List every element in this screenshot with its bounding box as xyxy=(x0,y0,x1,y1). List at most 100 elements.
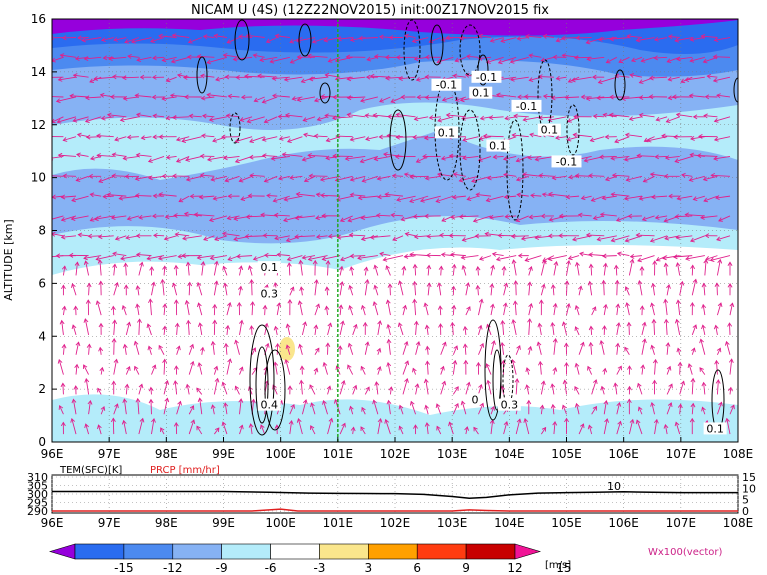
wind-vector-head xyxy=(196,302,202,308)
wind-vector-head xyxy=(148,298,153,304)
wind-vector-head xyxy=(335,196,341,202)
wind-vector-head xyxy=(625,177,631,182)
colorbar-tick-label: 3 xyxy=(365,561,373,575)
wind-vector-head xyxy=(661,133,666,139)
wind-vector xyxy=(264,305,266,316)
wind-vector xyxy=(274,235,290,240)
wind-vector-head xyxy=(691,347,696,353)
wind-vector-head xyxy=(436,425,441,431)
wind-vector-head xyxy=(196,281,202,287)
wind-vector-head xyxy=(561,321,567,327)
wind-vector-head xyxy=(597,79,603,85)
wind-vector-head xyxy=(171,114,177,120)
wind-vector-head xyxy=(285,344,291,350)
bottom-right-tick-label: 10 xyxy=(742,482,756,495)
wind-vector-head xyxy=(384,418,389,424)
wind-vector xyxy=(103,195,114,198)
wind-vector xyxy=(539,174,554,177)
wind-vector xyxy=(553,261,557,276)
wind-vector xyxy=(621,96,643,100)
wind-vector-head xyxy=(509,76,515,82)
wind-vector xyxy=(248,265,253,276)
wind-vector-head xyxy=(654,154,659,160)
wind-vector-head xyxy=(373,264,379,270)
wind-vector-head xyxy=(676,347,682,353)
wind-vector xyxy=(398,76,416,80)
wind-vector-head xyxy=(550,284,556,289)
wind-vector-head xyxy=(123,284,129,289)
wind-vector xyxy=(245,235,265,238)
wind-vector xyxy=(283,215,303,222)
wind-vector-head xyxy=(550,383,556,388)
wind-vector xyxy=(703,195,718,202)
wind-vector-head xyxy=(89,78,94,83)
wind-vector-head xyxy=(592,74,597,80)
wind-vector-head xyxy=(666,58,672,64)
wind-vector-head xyxy=(689,58,695,63)
wind-vector xyxy=(414,281,417,296)
wind-vector xyxy=(307,55,328,58)
wind-vector xyxy=(199,323,203,336)
wind-vector-head xyxy=(162,265,167,271)
wind-vector xyxy=(62,266,66,276)
wind-vector-head xyxy=(328,417,334,423)
wind-vector-head xyxy=(712,54,718,60)
wind-vector-head xyxy=(232,56,238,62)
wind-vector xyxy=(426,346,429,355)
wind-vector xyxy=(416,156,429,163)
wind-vector-head xyxy=(126,365,131,371)
wind-vector xyxy=(98,235,114,238)
wind-vector xyxy=(301,399,307,415)
wind-vector-head xyxy=(440,155,446,161)
wind-vector xyxy=(385,193,404,197)
wind-vector-head xyxy=(384,54,390,60)
wind-vector xyxy=(134,341,140,355)
wind-vector-head xyxy=(272,384,277,390)
wind-vector xyxy=(503,421,508,435)
wind-vector xyxy=(62,383,64,395)
wind-vector-head xyxy=(540,213,546,219)
wind-vector xyxy=(562,405,567,415)
wind-vector xyxy=(138,384,143,395)
wind-vector-head xyxy=(428,115,434,121)
wind-vector-head xyxy=(114,403,119,409)
wind-vector-head xyxy=(376,347,382,353)
wind-vector xyxy=(486,56,504,63)
wind-vector-head xyxy=(605,58,611,64)
wind-vector-head xyxy=(403,340,409,346)
wind-vector xyxy=(83,364,89,375)
wind-vector xyxy=(352,385,357,395)
wind-vector-head xyxy=(528,53,534,59)
wind-vector-head xyxy=(413,56,419,62)
wind-vector-head xyxy=(185,383,191,389)
wind-vector-head xyxy=(653,418,659,424)
wind-vector-head xyxy=(404,360,410,366)
wind-vector xyxy=(679,381,685,395)
wind-vector-head xyxy=(247,265,253,270)
wind-vector xyxy=(503,303,507,316)
wind-vector-head xyxy=(635,37,641,43)
wind-vector-head xyxy=(97,234,103,240)
wind-vector-head xyxy=(73,305,79,311)
wind-vector-head xyxy=(585,232,591,238)
wind-vector-head xyxy=(514,378,520,383)
wind-vector xyxy=(486,363,492,375)
wind-vector-head xyxy=(158,134,164,140)
wind-vector xyxy=(513,259,517,276)
wind-vector xyxy=(402,360,409,375)
wind-vector xyxy=(609,114,630,118)
wind-vector xyxy=(490,37,504,42)
wind-vector-head xyxy=(566,259,571,265)
wind-vector xyxy=(316,235,328,238)
wind-vector-head xyxy=(423,135,429,141)
wind-vector xyxy=(71,215,89,220)
wind-vector xyxy=(339,266,343,276)
wind-vector xyxy=(530,194,542,197)
wind-vector-head xyxy=(542,34,548,39)
wind-vector xyxy=(685,255,705,260)
wind-vector xyxy=(115,235,127,240)
chart-title: NICAM U (4S) (12Z22NOV2015) init:00Z17NO… xyxy=(191,3,549,18)
wind-vector-head xyxy=(528,302,534,308)
wind-vector xyxy=(148,156,165,163)
